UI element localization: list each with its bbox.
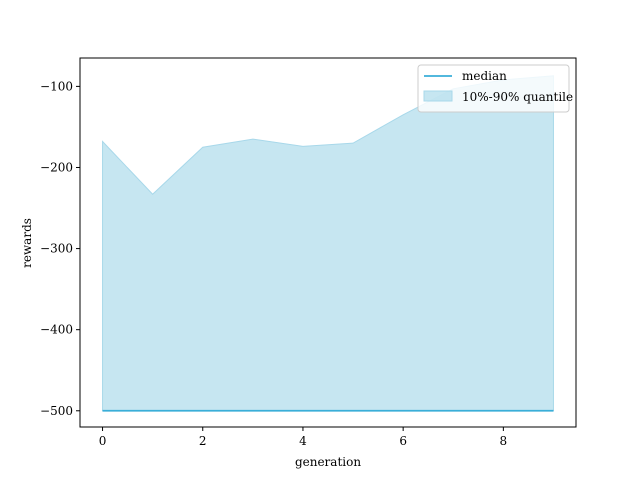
axes-frame — [79, 57, 577, 428]
quantile-band — [102, 75, 554, 412]
legend-median-label: median — [462, 69, 507, 83]
y-tick-label: −500 — [40, 404, 73, 418]
legend-quantile-label: 10%-90% quantile — [462, 90, 573, 104]
plot-area — [102, 75, 554, 412]
y-axis-label: rewards — [20, 218, 34, 268]
y-tick-label: −400 — [40, 323, 73, 337]
y-tick-label: −200 — [40, 160, 73, 174]
x-tick-label: 6 — [399, 434, 407, 448]
x-tick-label: 2 — [199, 434, 207, 448]
x-axis-label: generation — [295, 455, 361, 469]
x-tick-label: 0 — [99, 434, 107, 448]
legend: median 10%-90% quantile — [417, 64, 573, 113]
x-tick-label: 8 — [500, 434, 508, 448]
legend-box — [417, 64, 570, 113]
legend-quantile-swatch — [423, 90, 453, 102]
y-tick-label: −100 — [40, 79, 73, 93]
axes: 0 2 4 6 8 −500 −400 −300 −200 −100 — [40, 57, 577, 448]
y-tick-label: −300 — [40, 242, 73, 256]
x-tick-label: 4 — [299, 434, 307, 448]
